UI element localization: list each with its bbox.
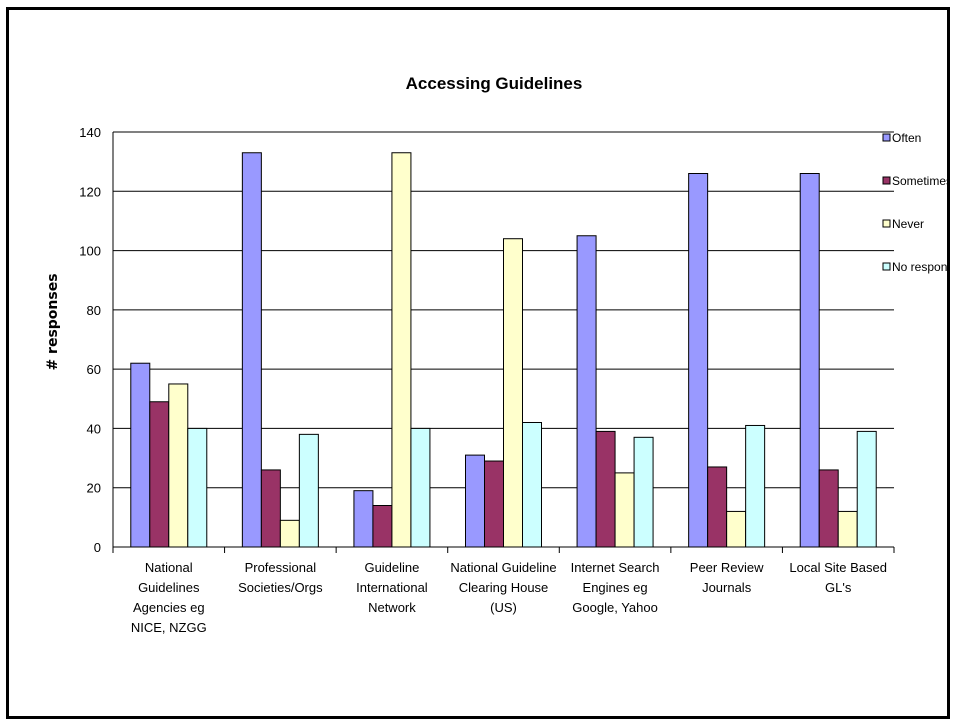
bar-never: [169, 384, 188, 547]
bar-no-response: [523, 423, 542, 548]
bar-often: [577, 236, 596, 547]
x-category-label-line: Network: [368, 600, 416, 615]
bar-sometimes: [261, 470, 280, 547]
bar-often: [689, 174, 708, 548]
x-category-label-line: (US): [490, 600, 517, 615]
x-category-label: Local Site Based GL's: [789, 560, 887, 595]
y-tick-label: 20: [87, 481, 101, 496]
bar-sometimes: [485, 461, 504, 547]
bar-no-response: [857, 431, 876, 547]
x-category-label: National Guideline Clearing House (US): [450, 560, 556, 615]
legend-label: Never: [892, 217, 924, 231]
legend: Often Sometimes Never No response: [883, 131, 947, 274]
bar-no-response: [746, 425, 765, 547]
x-category-label-line: Guideline: [364, 560, 419, 575]
y-axis-label: # responses: [45, 273, 61, 370]
legend-swatch-often: [883, 134, 890, 141]
bar-often: [131, 363, 150, 547]
x-category-label-line: Engines eg: [583, 580, 648, 595]
y-tick-label: 40: [87, 421, 101, 436]
legend-label: Sometimes: [892, 174, 947, 188]
x-category-label: Internet Search Engines eg Google, Yahoo: [571, 560, 660, 615]
x-category-label-line: Local Site Based: [789, 560, 887, 575]
bar-no-response: [634, 437, 653, 547]
x-category-label-line: National Guideline: [450, 560, 556, 575]
bar-often: [466, 455, 485, 547]
bar-never: [727, 511, 746, 547]
bar-no-response: [411, 428, 430, 547]
legend-swatch-never: [883, 220, 890, 227]
y-tick-label: 80: [87, 303, 101, 318]
bar-no-response: [299, 434, 318, 547]
bar-chart: Accessing Guidelines # responses 0 20 40 60…: [9, 10, 947, 716]
y-tick-label: 140: [79, 125, 101, 140]
legend-label: No response: [892, 260, 947, 274]
y-tick-label: 0: [94, 540, 101, 555]
bar-never: [615, 473, 634, 547]
x-category-label-line: Peer Review: [690, 560, 764, 575]
bar-sometimes: [596, 431, 615, 547]
bar-sometimes: [708, 467, 727, 547]
x-category-label-line: Agencies eg: [133, 600, 205, 615]
y-tick-label: 120: [79, 184, 101, 199]
bar-never: [392, 153, 411, 547]
chart-title: Accessing Guidelines: [406, 74, 583, 93]
x-category-label-line: Societies/Orgs: [238, 580, 323, 595]
y-tick-label: 60: [87, 362, 101, 377]
chart-frame: Accessing Guidelines # responses 0 20 40 60…: [6, 7, 950, 719]
bar-sometimes: [819, 470, 838, 547]
x-category-label: Peer Review Journals: [690, 560, 764, 595]
x-category-label-line: Google, Yahoo: [572, 600, 658, 615]
bar-no-response: [188, 428, 207, 547]
bar-sometimes: [150, 402, 169, 547]
bar-often: [242, 153, 261, 547]
x-category-label-line: International: [356, 580, 428, 595]
x-category-label: Professional Societies/Orgs: [238, 560, 323, 595]
legend-label: Often: [892, 131, 921, 145]
x-category-label: Guideline International Network: [356, 560, 428, 615]
x-category-label-line: Clearing House: [459, 580, 549, 595]
x-category-label-line: GL's: [825, 580, 852, 595]
bar-often: [800, 174, 819, 548]
x-category-label-line: Guidelines: [138, 580, 200, 595]
x-category-label-line: Journals: [702, 580, 752, 595]
bar-often: [354, 491, 373, 547]
legend-swatch-sometimes: [883, 177, 890, 184]
x-category-label-line: NICE, NZGG: [131, 620, 207, 635]
x-category-label-line: Internet Search: [571, 560, 660, 575]
plot-area: 0 20 40 60 80 100 120 140 National Guidelines Agen…: [79, 125, 894, 635]
bar-never: [504, 239, 523, 547]
bar-never: [838, 511, 857, 547]
x-category-label-line: National: [145, 560, 193, 575]
bar-never: [280, 520, 299, 547]
y-tick-label: 100: [79, 244, 101, 259]
x-category-label: National Guidelines Agencies eg NICE, NZGG: [131, 560, 207, 635]
x-category-label-line: Professional: [245, 560, 317, 575]
legend-swatch-no-response: [883, 263, 890, 270]
bar-sometimes: [373, 506, 392, 548]
